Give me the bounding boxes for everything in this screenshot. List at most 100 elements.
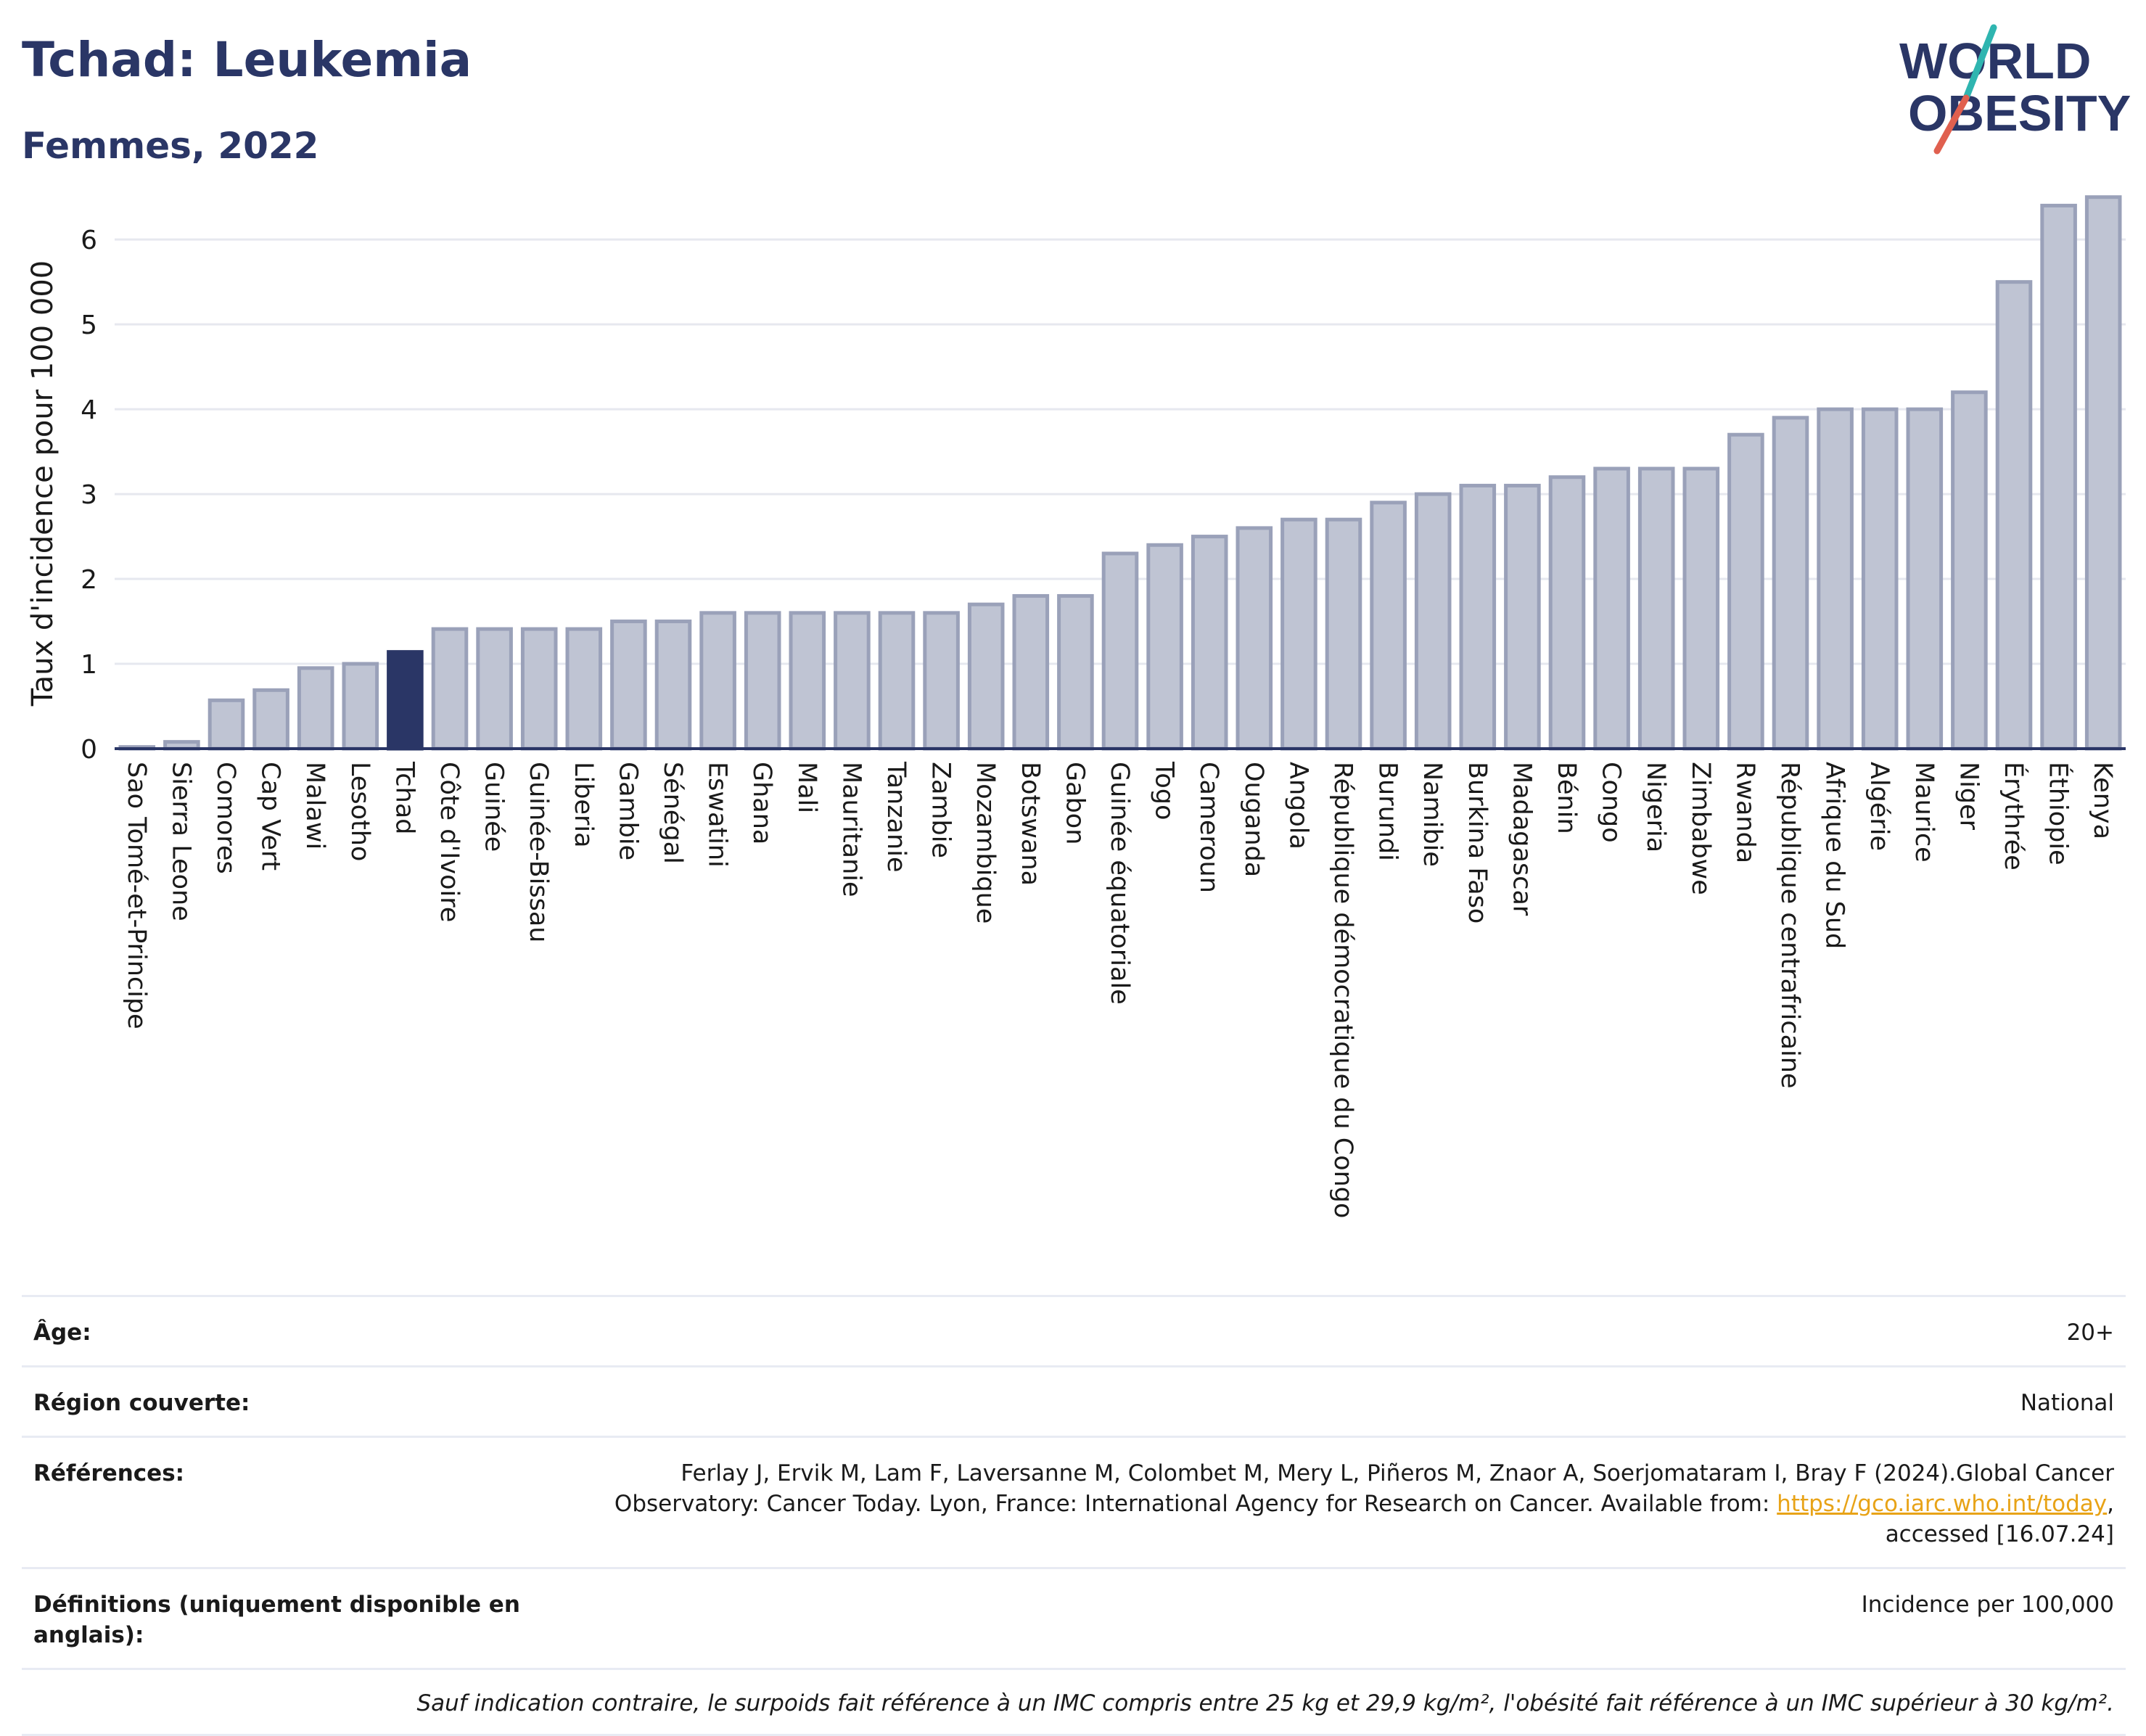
bar xyxy=(789,611,826,751)
metadata-table: Âge: 20+ Région couverte: National Référ… xyxy=(22,1295,2126,1736)
bar xyxy=(431,627,469,751)
world-obesity-logo: WORLD OBESITY xyxy=(1899,24,2131,155)
x-tick-label: Ouganda xyxy=(1239,762,1268,877)
bar xyxy=(520,627,558,751)
bar xyxy=(1012,593,1050,751)
bar xyxy=(1191,535,1228,751)
y-axis-title: Taux d'incidence pour 100 000 xyxy=(26,260,59,707)
bar xyxy=(1951,390,1988,751)
x-tick-label: Madagascar xyxy=(1507,762,1536,916)
bar xyxy=(1995,280,2033,751)
bar xyxy=(1637,466,1675,751)
meta-row-age: Âge: 20+ xyxy=(22,1295,2126,1365)
x-tick-label: Eswatini xyxy=(703,762,732,868)
bar xyxy=(1593,466,1630,751)
x-tick-label: Guinée xyxy=(480,762,509,852)
bar xyxy=(923,611,960,751)
x-tick-label: Burkina Faso xyxy=(1463,762,1492,923)
logo-slash-teal xyxy=(1962,24,1997,102)
bar xyxy=(1280,517,1317,751)
x-tick-label: Tchad xyxy=(390,761,419,835)
bar xyxy=(1459,483,1497,751)
bar xyxy=(1504,483,1541,751)
x-tick-label: Érythrée xyxy=(1999,762,2029,871)
bar xyxy=(878,611,916,751)
x-tick-label: Mozambique xyxy=(971,762,1000,923)
region-value: National xyxy=(2020,1390,2114,1416)
bar xyxy=(2040,203,2077,751)
x-tick-label: Côte d'Ivoire xyxy=(435,762,464,922)
meta-row-note: Sauf indication contraire, le surpoids f… xyxy=(22,1668,2126,1736)
x-tick-label: Angola xyxy=(1283,762,1312,850)
bar xyxy=(1414,492,1452,751)
bar xyxy=(1101,551,1139,751)
x-tick-label: Gabon xyxy=(1060,762,1089,844)
leukemia-bar-chart: 0 1 2 3 4 5 6 Taux d'incidence pour 100 000 Sao … xyxy=(26,195,2126,1218)
x-tick-label: République démocratique du Congo xyxy=(1328,762,1357,1218)
y-tick-label: 2 xyxy=(81,565,97,595)
x-tick-label: Zambie xyxy=(926,762,955,858)
x-tick-label: Guinée-Bissau xyxy=(524,762,553,943)
bar xyxy=(1817,407,1854,751)
bar xyxy=(1906,407,1944,751)
bar xyxy=(1548,475,1586,751)
x-tick-label: Sierra Leone xyxy=(166,762,195,921)
x-tick-label: Bénin xyxy=(1552,762,1581,834)
x-tick-label: Gambie xyxy=(613,762,642,860)
bar xyxy=(476,627,513,751)
y-tick-label: 6 xyxy=(81,226,97,255)
age-label: Âge: xyxy=(33,1320,91,1346)
references-text-1: Ferlay J, Ervik M, Lam F, Laversanne M, … xyxy=(681,1460,2114,1486)
x-tick-label: Zimbabwe xyxy=(1686,762,1715,895)
bar xyxy=(1727,432,1764,751)
bar xyxy=(699,611,736,751)
x-tick-label: Botswana xyxy=(1016,762,1045,886)
bar xyxy=(654,620,692,751)
bar xyxy=(1772,416,1809,751)
references-label: Références: xyxy=(33,1460,185,1486)
bar xyxy=(1146,543,1183,751)
x-tick-label: Togo xyxy=(1150,761,1179,820)
x-tick-label: Kenya xyxy=(2088,762,2117,839)
meta-row-definitions: Définitions (uniquement disponible en an… xyxy=(22,1567,2126,1668)
x-tick-label: Mali xyxy=(792,762,821,813)
bar xyxy=(342,662,379,751)
bar xyxy=(297,666,334,751)
bar xyxy=(744,611,781,751)
x-tick-label: Congo xyxy=(1597,762,1626,843)
x-tick-label: Afrique du Sud xyxy=(1820,762,1849,949)
bar xyxy=(610,620,647,751)
definitions-value: Incidence per 100,000 xyxy=(1861,1592,2114,1618)
x-tick-label: Éthiopie xyxy=(2044,762,2074,865)
x-tick-label: Maurice xyxy=(1909,762,1939,863)
references-text-3: accessed [16.07.24] xyxy=(1885,1521,2114,1547)
x-tick-label: Algérie xyxy=(1865,762,1894,851)
logo-slash-coral xyxy=(1933,94,1970,155)
x-tick-label: Nigeria xyxy=(1641,762,1670,852)
x-tick-label: Lesotho xyxy=(345,762,374,861)
bar xyxy=(1325,517,1362,751)
x-tick-label: Liberia xyxy=(569,762,598,848)
y-tick-label: 3 xyxy=(81,480,97,510)
bar xyxy=(207,698,245,751)
x-tick-label: Cameroun xyxy=(1194,762,1223,893)
bar xyxy=(1057,593,1094,751)
x-tick-label: Mauritanie xyxy=(836,762,866,897)
x-tick-label: Tanzanie xyxy=(881,761,910,872)
meta-row-references: Références: Ferlay J, Ervik M, Lam F, La… xyxy=(22,1436,2126,1567)
y-tick-label: 4 xyxy=(81,395,97,425)
x-tick-label: Sao Tomé-et-Principe xyxy=(122,762,151,1029)
bar xyxy=(967,602,1005,751)
bar xyxy=(252,688,289,751)
bar xyxy=(1370,501,1407,751)
y-tick-label: 5 xyxy=(81,310,97,340)
x-tick-label: Guinée équatoriale xyxy=(1105,762,1134,1005)
bar xyxy=(565,627,603,751)
references-link[interactable]: https://gco.iarc.who.int/today xyxy=(1777,1491,2108,1517)
references-text-2: Observatory: Cancer Today. Lyon, France:… xyxy=(614,1491,1770,1517)
bar xyxy=(2084,195,2122,751)
x-tick-label: Burundi xyxy=(1373,762,1402,861)
x-tick-label: Namibie xyxy=(1418,762,1447,867)
meta-row-region: Région couverte: National xyxy=(22,1365,2126,1436)
references-value: Ferlay J, Ervik M, Lam F, Laversanne M, … xyxy=(614,1460,2114,1547)
